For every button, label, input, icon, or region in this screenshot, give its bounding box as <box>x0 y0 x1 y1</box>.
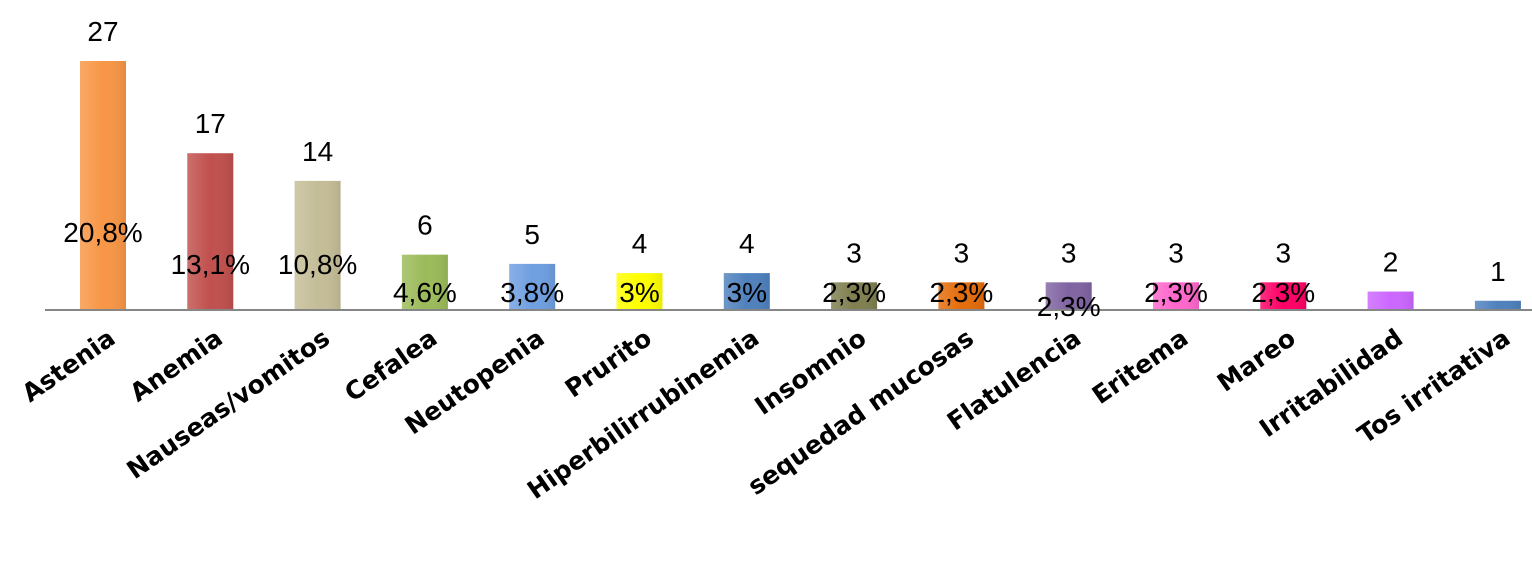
category-label-prurito: Prurito <box>560 323 657 403</box>
percent-label-hiperbilirrubinemia: 3% <box>727 277 767 308</box>
value-label-astenia: 27 <box>87 16 118 47</box>
value-label-nauseas-vomitos: 14 <box>302 136 333 167</box>
bar-shading-irritabilidad <box>1367 291 1414 310</box>
value-label-prurito: 4 <box>632 228 648 259</box>
category-label-mareo: Mareo <box>1212 323 1301 397</box>
value-label-neutopenia: 5 <box>524 219 540 250</box>
bar-shading-cefalea <box>401 254 448 310</box>
value-label-flatulencia: 3 <box>1061 237 1077 268</box>
percent-label-cefalea: 4,6% <box>393 277 457 308</box>
bar-shading-anemia <box>187 153 234 310</box>
percent-label-insomnio: 2,3% <box>822 277 886 308</box>
bar-shading-astenia <box>80 61 126 310</box>
bar-shading-neutopenia <box>509 263 556 310</box>
percent-label-prurito: 3% <box>619 277 659 308</box>
value-label-tos-irritativa: 1 <box>1490 256 1506 287</box>
value-label-mareo: 3 <box>1276 237 1292 268</box>
bar-shading-insomnio <box>831 282 878 310</box>
value-label-eritema: 3 <box>1168 237 1184 268</box>
bars-group <box>80 61 1521 310</box>
category-label-anemia: Anemia <box>125 323 228 407</box>
percent-label-nauseas-vomitos: 10,8% <box>278 249 357 280</box>
bar-shading-sequedad-mucosas <box>938 282 985 310</box>
category-label-cefalea: Cefalea <box>339 323 442 407</box>
value-label-anemia: 17 <box>195 108 226 139</box>
category-label-nauseas-vomitos: Nauseas/vomitos <box>121 323 335 485</box>
bar-shading-flatulencia <box>1045 282 1092 310</box>
bar-shading-eritema <box>1153 282 1199 310</box>
percent-label-astenia: 20,8% <box>63 217 142 248</box>
value-label-hiperbilirrubinemia: 4 <box>739 228 755 259</box>
category-label-astenia: Astenia <box>17 323 121 408</box>
bar-shading-tos-irritativa <box>1474 300 1521 310</box>
percent-label-anemia: 13,1% <box>171 249 250 280</box>
category-label-eritema: Eritema <box>1087 323 1194 410</box>
percent-label-mareo: 2,3% <box>1251 277 1315 308</box>
value-label-cefalea: 6 <box>417 210 433 241</box>
value-label-irritabilidad: 2 <box>1383 247 1399 278</box>
bar-shading-prurito <box>616 273 663 310</box>
value-label-insomnio: 3 <box>846 237 862 268</box>
percent-label-neutopenia: 3,8% <box>500 277 564 308</box>
percent-label-eritema: 2,3% <box>1144 277 1208 308</box>
labels-group: 2720,8%Astenia1713,1%Anemia1410,8%Nausea… <box>17 16 1516 505</box>
value-label-sequedad-mucosas: 3 <box>954 237 970 268</box>
bar-shading-hiperbilirrubinemia <box>723 273 770 310</box>
bar-shading-mareo <box>1260 282 1307 310</box>
percent-label-sequedad-mucosas: 2,3% <box>929 277 993 308</box>
percent-label-flatulencia: 2,3% <box>1037 291 1101 322</box>
bar-shading-nauseas-vomitos <box>294 180 341 310</box>
